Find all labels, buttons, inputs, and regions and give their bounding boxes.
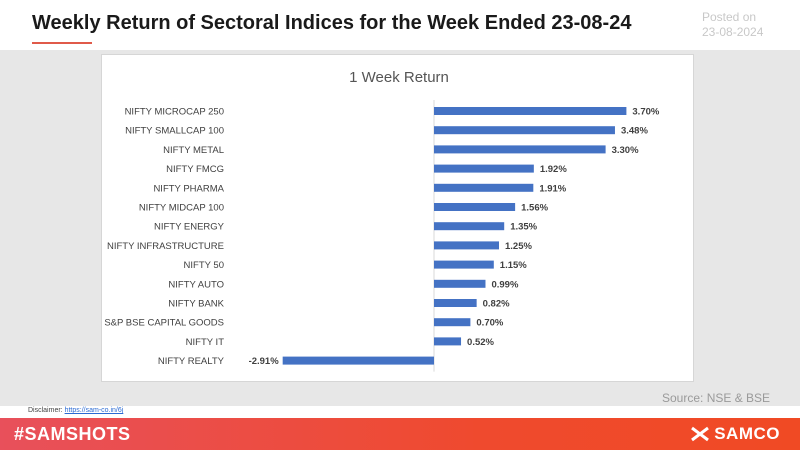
data-label: 0.82% — [483, 299, 510, 310]
disclaimer: Disclaimer: https://sam-co.in/6j — [28, 407, 123, 414]
hashtag: #SAMSHOTS — [14, 424, 131, 444]
bar — [434, 260, 494, 269]
samco-logo-icon — [690, 425, 710, 443]
chart-title: 1 Week Return — [349, 69, 449, 86]
category-label: NIFTY INFRASTRUCTURE — [107, 241, 224, 252]
title-underline — [32, 42, 92, 44]
bar — [434, 183, 534, 192]
bar — [282, 356, 434, 365]
footer-bar: #SAMSHOTS SAMCO — [0, 418, 800, 450]
category-label: NIFTY REALTY — [158, 356, 225, 367]
bar — [434, 241, 499, 250]
bar — [434, 279, 486, 288]
category-label: NIFTY 50 — [184, 260, 224, 271]
data-label: 0.99% — [491, 279, 518, 290]
data-label: 3.48% — [621, 126, 648, 137]
bar — [434, 107, 627, 115]
category-label: S&P BSE CAPITAL GOODS — [104, 318, 224, 329]
logo-text: SAMCO — [714, 424, 780, 443]
data-label: 0.52% — [467, 337, 494, 348]
category-label: NIFTY PHARMA — [153, 183, 224, 194]
category-label: NIFTY MICROCAP 250 — [125, 107, 224, 118]
category-label: NIFTY FMCG — [166, 164, 224, 175]
data-label: -2.91% — [249, 356, 280, 367]
bar — [434, 222, 505, 231]
bar — [434, 318, 471, 327]
category-label: NIFTY SMALLCAP 100 — [125, 126, 224, 137]
bar — [434, 299, 477, 307]
data-label: 1.92% — [540, 164, 567, 175]
posted-label: Posted on — [702, 10, 757, 24]
data-label: 3.70% — [632, 107, 659, 118]
bar — [434, 126, 615, 135]
disclaimer-label: Disclaimer: — [28, 407, 63, 414]
bar — [434, 164, 534, 173]
category-label: NIFTY IT — [186, 337, 225, 348]
disclaimer-link[interactable]: https://sam-co.in/6j — [64, 407, 124, 414]
bar-chart: 1 Week Return NIFTY MICROCAP 250 3.70%NIF… — [104, 69, 660, 372]
posted-date-block: Posted on 23-08-2024 — [702, 10, 763, 40]
samco-logo: SAMCO — [690, 424, 780, 444]
data-label: 3.30% — [612, 145, 639, 156]
bars-layer: NIFTY MICROCAP 250 3.70% NIFTY SMALLCAP 10… — [104, 100, 660, 372]
bar — [434, 203, 516, 211]
category-label: NIFTY BANK — [168, 299, 224, 310]
source-note: Source: NSE & BSE — [662, 391, 771, 405]
data-label: 1.56% — [521, 203, 548, 214]
bar — [434, 337, 462, 346]
header: Weekly Return of Sectoral Indices for th… — [0, 0, 800, 50]
category-label: NIFTY AUTO — [168, 279, 224, 290]
data-label: 1.35% — [510, 222, 537, 233]
data-label: 1.91% — [539, 183, 566, 194]
data-label: 1.25% — [505, 241, 532, 252]
chart-container: 1 Week Return NIFTY MICROCAP 250 3.70% NIF… — [101, 54, 694, 382]
page-title: Weekly Return of Sectoral Indices for th… — [32, 12, 632, 34]
category-label: NIFTY METAL — [163, 145, 224, 156]
data-label: 0.70% — [476, 318, 503, 329]
bar — [434, 145, 606, 154]
data-label: 1.15% — [500, 260, 527, 271]
category-label: NIFTY ENERGY — [154, 222, 225, 233]
posted-date: 23-08-2024 — [702, 25, 764, 39]
category-label: NIFTY MIDCAP 100 — [139, 203, 224, 214]
